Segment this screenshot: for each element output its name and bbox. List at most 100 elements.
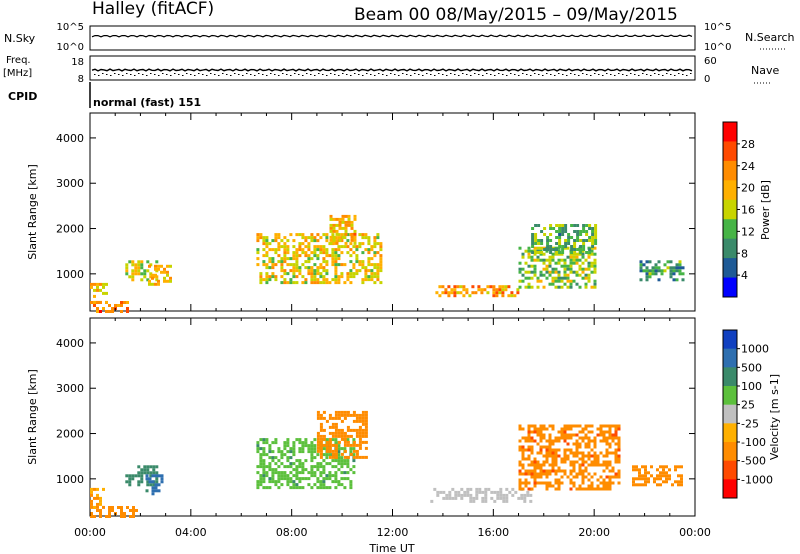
- echo-cell: [96, 493, 99, 497]
- echo-cell: [358, 413, 362, 417]
- echo-cell: [526, 493, 530, 497]
- nave-point: [410, 75, 412, 76]
- echo-cell: [262, 471, 266, 475]
- echo-cell: [518, 267, 522, 271]
- echo-cell: [344, 232, 348, 236]
- nave-point: [94, 74, 96, 75]
- echo-cell: [256, 248, 260, 252]
- echo-cell: [319, 275, 323, 279]
- echo-cell: [617, 469, 621, 473]
- echo-cell: [587, 472, 591, 476]
- echo-cell: [539, 448, 543, 452]
- echo-cell: [370, 263, 374, 267]
- echo-cell: [581, 451, 585, 455]
- echo-cell: [102, 291, 105, 295]
- echo-cell: [569, 460, 573, 464]
- echo-cell: [536, 481, 540, 485]
- echo-cell: [539, 246, 543, 250]
- echo-cell: [569, 451, 573, 455]
- echo-cell: [578, 451, 582, 455]
- echo-cell: [304, 251, 308, 255]
- echo-cell: [585, 230, 589, 233]
- echo-cell: [283, 447, 287, 451]
- echo-cell: [274, 233, 278, 237]
- echo-cell: [271, 468, 275, 472]
- echo-cell: [678, 260, 682, 264]
- echo-cell: [292, 480, 296, 484]
- echo-cell: [313, 444, 317, 448]
- echo-cell: [590, 285, 594, 289]
- echo-cell: [573, 239, 577, 242]
- echo-cell: [352, 453, 356, 457]
- echo-cell: [352, 443, 356, 447]
- echo-cell: [338, 238, 342, 242]
- nave-point: [406, 74, 408, 75]
- echo-cell: [436, 490, 440, 494]
- echo-cell: [331, 263, 335, 267]
- echo-cell: [322, 480, 326, 484]
- echo-cell: [611, 439, 615, 443]
- echo-cell: [539, 439, 543, 443]
- nave-point: [462, 73, 464, 74]
- echo-cell: [283, 245, 287, 249]
- freq-series: [91, 68, 693, 72]
- echo-cell: [337, 263, 341, 267]
- echo-cell: [346, 413, 350, 417]
- echo-cell: [587, 261, 591, 265]
- velocity-ylabel: Slant Range [km]: [26, 369, 39, 465]
- echo-cell: [638, 468, 641, 472]
- echo-cell: [93, 496, 96, 500]
- echo-cell: [578, 442, 582, 446]
- echo-cell: [678, 263, 682, 267]
- nave-point: [106, 74, 108, 75]
- echo-cell: [518, 487, 522, 491]
- echo-cell: [663, 263, 667, 267]
- echo-cell: [283, 474, 287, 478]
- echo-cell: [358, 242, 362, 246]
- echo-cell: [499, 493, 503, 497]
- colorbar-segment: [723, 199, 737, 220]
- echo-cell: [533, 478, 537, 482]
- echo-cell: [530, 285, 534, 289]
- echo-cell: [533, 267, 537, 271]
- echo-cell: [265, 272, 269, 276]
- echo-cell: [322, 260, 326, 264]
- echo-cell: [590, 264, 594, 268]
- echo-cell: [554, 252, 558, 256]
- colorbar-segment: [723, 460, 737, 480]
- echo-cell: [539, 433, 543, 437]
- echo-cell: [289, 233, 293, 237]
- echo-cell: [584, 454, 588, 458]
- echo-cell: [549, 251, 553, 254]
- echo-cell: [527, 445, 531, 449]
- echo-cell: [346, 440, 350, 444]
- nave-point: [682, 74, 684, 75]
- echo-cell: [353, 238, 357, 242]
- echo-cell: [518, 481, 522, 485]
- echo-cell: [554, 448, 558, 452]
- echo-cell: [617, 442, 621, 446]
- echo-cell: [672, 278, 676, 282]
- echo-cell: [280, 471, 284, 475]
- echo-cell: [364, 431, 368, 435]
- echo-cell: [460, 493, 464, 497]
- echo-cell: [256, 486, 260, 490]
- echo-cell: [157, 279, 160, 283]
- nave-point: [290, 75, 292, 76]
- echo-cell: [639, 263, 643, 267]
- echo-cell: [301, 462, 305, 466]
- echo-cell: [154, 474, 158, 478]
- echo-cell: [564, 224, 568, 227]
- nave-point: [482, 75, 484, 76]
- echo-cell: [265, 263, 269, 267]
- echo-cell: [524, 249, 528, 253]
- echo-cell: [114, 304, 117, 307]
- echo-cell: [155, 465, 159, 469]
- echo-cell: [99, 509, 102, 512]
- echo-cell: [496, 493, 500, 497]
- echo-cell: [563, 246, 567, 250]
- colorbar-tick-label: 20: [741, 182, 755, 195]
- echo-cell: [154, 273, 157, 277]
- echo-cell: [310, 447, 314, 451]
- echo-cell: [581, 454, 585, 458]
